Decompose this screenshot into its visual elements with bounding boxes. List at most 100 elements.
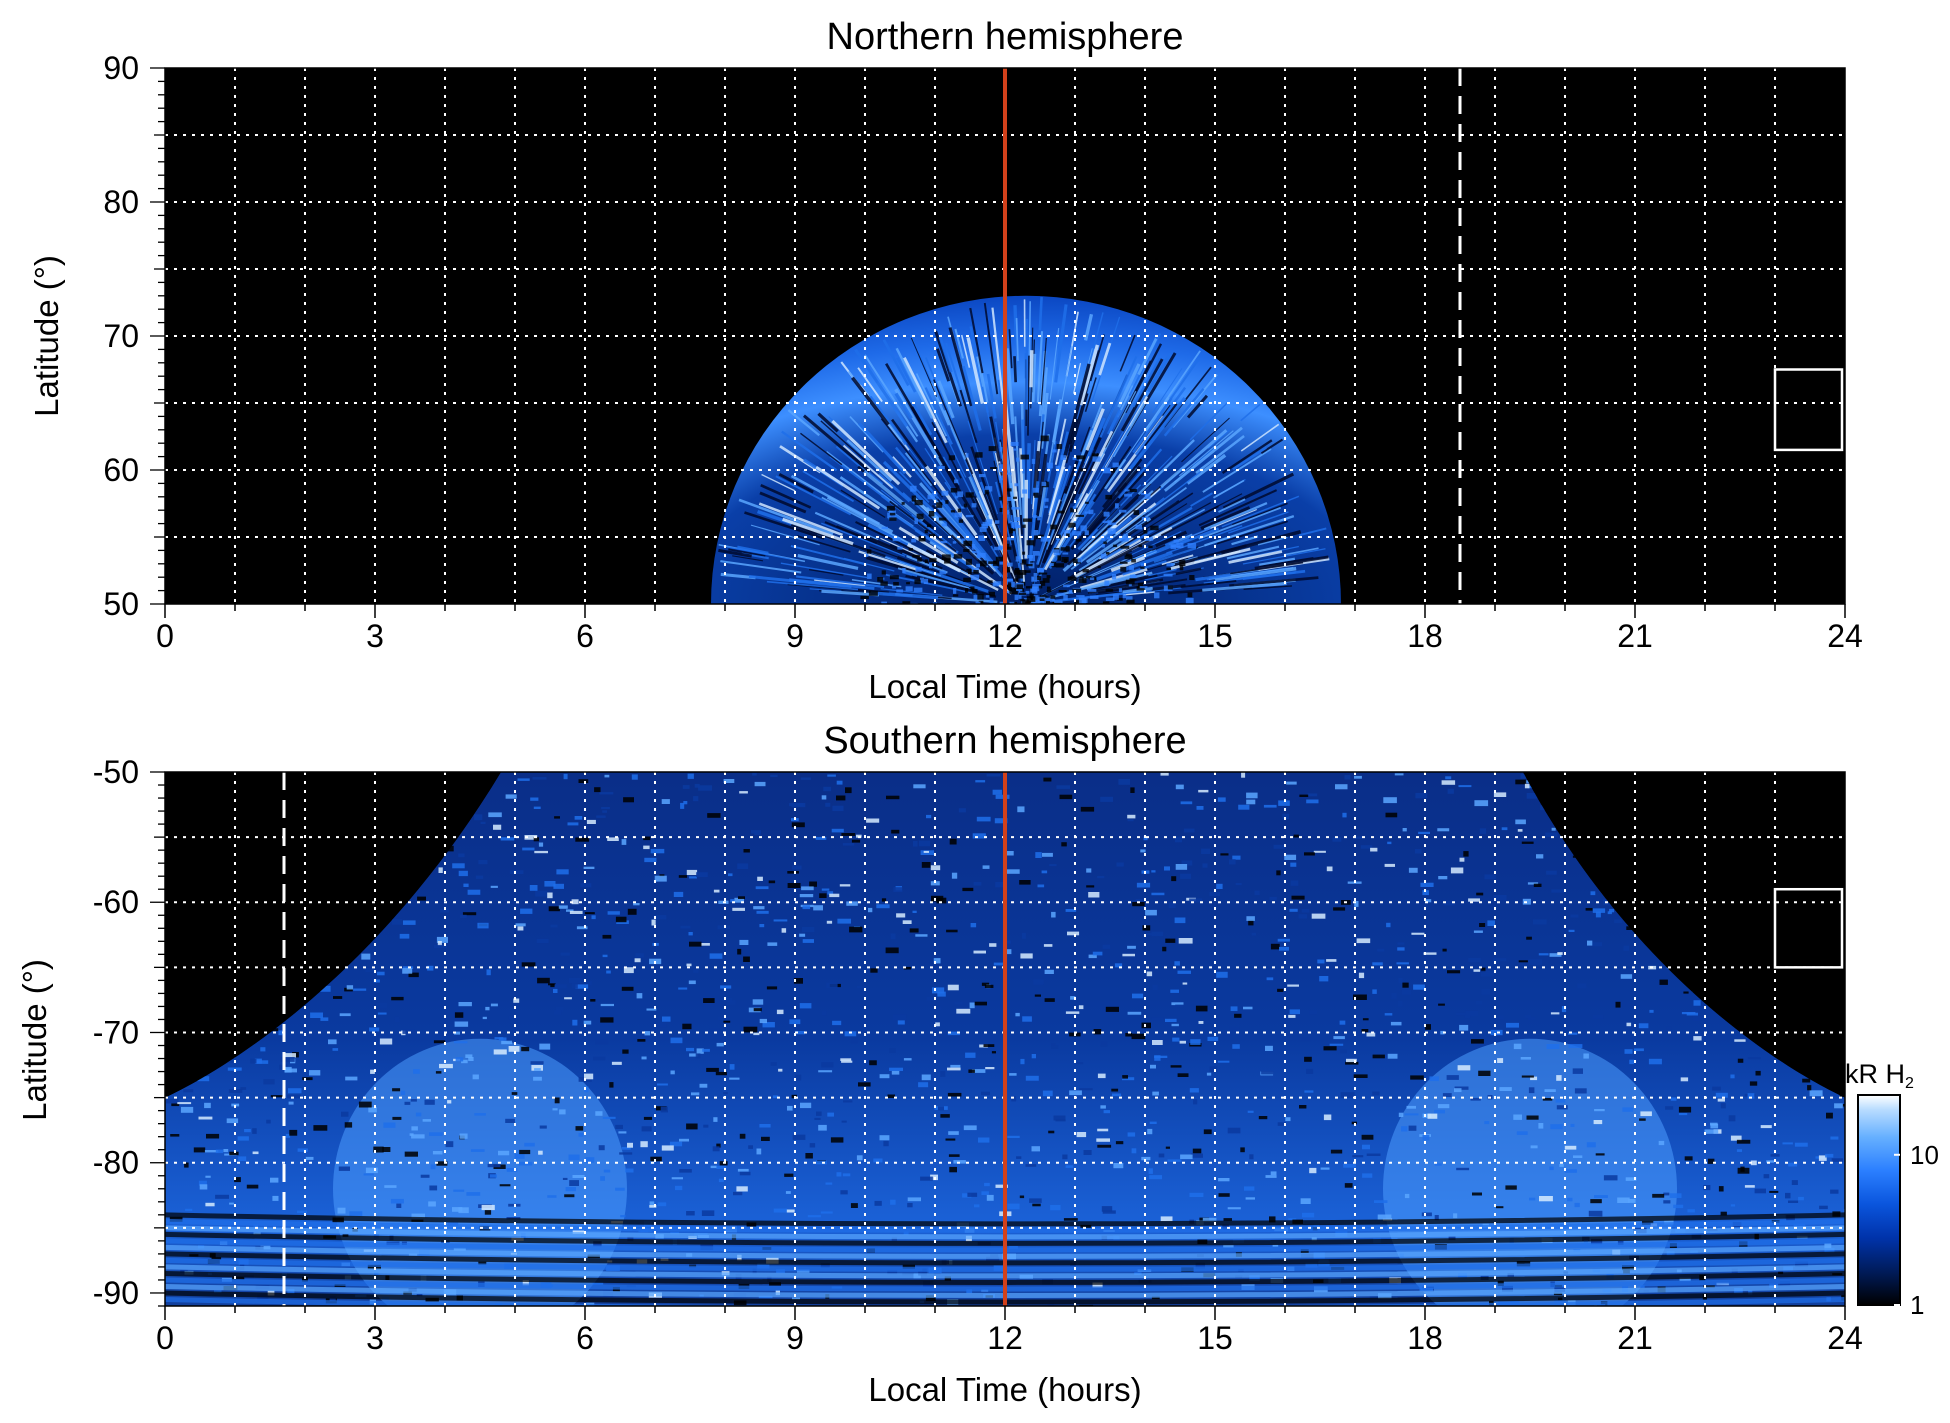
- emission-speckle: [1559, 1164, 1564, 1167]
- emission-speckle: [1794, 1142, 1808, 1147]
- emission-speckle: [640, 1141, 648, 1148]
- emission-speckle: [989, 598, 994, 603]
- emission-speckle: [515, 923, 526, 927]
- emission-speckle: [841, 1120, 847, 1123]
- emission-speckle: [1032, 551, 1040, 556]
- emission-speckle: [1468, 957, 1481, 963]
- emission-speckle: [1279, 946, 1289, 951]
- emission-speckle: [823, 786, 832, 792]
- emission-speckle: [1480, 970, 1495, 977]
- emission-speckle: [420, 1174, 430, 1178]
- emission-speckle: [653, 915, 667, 920]
- emission-speckle: [1072, 558, 1081, 564]
- emission-speckle: [827, 774, 836, 777]
- emission-speckle: [475, 875, 484, 879]
- emission-streak: [1029, 350, 1034, 388]
- emission-speckle: [706, 1067, 719, 1072]
- emission-speckle: [971, 503, 977, 508]
- emission-speckle: [1090, 595, 1099, 599]
- emission-speckle: [607, 837, 619, 841]
- emission-speckle: [831, 828, 844, 833]
- emission-speckle: [600, 1176, 605, 1181]
- emission-speckle: [1747, 1093, 1755, 1099]
- emission-speckle: [583, 1020, 592, 1025]
- emission-speckle: [1105, 1006, 1119, 1012]
- emission-streak: [1083, 313, 1094, 341]
- emission-speckle: [1263, 804, 1277, 808]
- emission-speckle: [474, 1113, 486, 1116]
- emission-speckle: [554, 1010, 562, 1015]
- emission-speckle: [683, 801, 688, 805]
- emission-speckle: [600, 1003, 614, 1007]
- emission-speckle: [333, 996, 343, 999]
- emission-speckle: [215, 1149, 224, 1154]
- emission-speckle: [1307, 793, 1318, 797]
- emission-streak: [1196, 529, 1254, 549]
- emission-streak: [959, 389, 978, 444]
- y-tick-label: -90: [93, 1275, 139, 1311]
- emission-streak: [880, 418, 944, 498]
- emission-speckle: [963, 540, 973, 547]
- x-tick-label: 12: [987, 618, 1023, 654]
- emission-streak: [970, 446, 1000, 525]
- emission-speckle: [654, 875, 667, 882]
- emission-speckle: [1076, 595, 1085, 598]
- emission-streak: [1028, 301, 1031, 362]
- emission-speckle: [455, 1057, 464, 1062]
- emission-speckle: [567, 822, 579, 826]
- emission-speckle: [955, 496, 959, 499]
- emission-speckle: [539, 1125, 547, 1129]
- emission-speckle: [1248, 919, 1254, 926]
- emission-speckle: [533, 806, 541, 809]
- emission-speckle: [772, 1095, 779, 1099]
- emission-speckle: [445, 1141, 454, 1148]
- emission-speckle: [729, 1064, 735, 1070]
- emission-speckle: [1497, 1058, 1504, 1063]
- emission-speckle: [1015, 556, 1021, 562]
- emission-speckle: [897, 1020, 905, 1025]
- emission-streak: [1105, 506, 1193, 559]
- emission-streak: [718, 548, 752, 558]
- emission-speckle: [1107, 520, 1112, 526]
- emission-speckle: [1042, 852, 1053, 857]
- emission-speckle: [957, 508, 961, 513]
- emission-speckle: [1269, 896, 1277, 900]
- emission-speckle: [850, 1037, 858, 1044]
- emission-speckle: [1474, 800, 1489, 807]
- emission-streak: [978, 491, 1019, 584]
- emission-speckle: [739, 791, 748, 794]
- emission-streak: [1186, 453, 1227, 485]
- emission-streak: [800, 432, 843, 466]
- emission-speckle: [689, 1053, 698, 1057]
- emission-speckle: [818, 1070, 833, 1073]
- emission-speckle: [1607, 911, 1612, 915]
- emission-speckle: [1150, 1064, 1156, 1069]
- x-tick-label: 3: [366, 618, 384, 654]
- emission-streak: [1257, 536, 1288, 546]
- emission-speckle: [1404, 1113, 1419, 1116]
- emission-streak: [1083, 417, 1106, 465]
- emission-streak: [1026, 443, 1031, 499]
- emission-speckle: [913, 784, 926, 789]
- emission-speckle: [234, 1177, 241, 1183]
- emission-speckle: [1261, 1071, 1274, 1075]
- emission-speckle: [1366, 1153, 1381, 1156]
- emission-speckle: [940, 540, 948, 544]
- emission-speckle: [1189, 1192, 1204, 1197]
- emission-streak: [736, 545, 769, 556]
- y-tick-label: 90: [103, 50, 139, 86]
- emission-speckle: [1818, 1155, 1827, 1161]
- emission-speckle: [973, 950, 986, 954]
- emission-speckle: [721, 997, 733, 1002]
- emission-speckle: [585, 1157, 595, 1163]
- emission-speckle: [232, 1276, 245, 1280]
- emission-speckle: [1476, 892, 1484, 896]
- emission-speckle: [1609, 908, 1615, 913]
- emission-speckle: [215, 1194, 229, 1199]
- emission-speckle: [411, 1134, 425, 1139]
- emission-speckle: [1120, 537, 1129, 542]
- emission-speckle: [799, 1003, 812, 1009]
- emission-speckle: [623, 797, 634, 803]
- emission-speckle: [1290, 862, 1297, 867]
- emission-speckle: [1549, 953, 1562, 957]
